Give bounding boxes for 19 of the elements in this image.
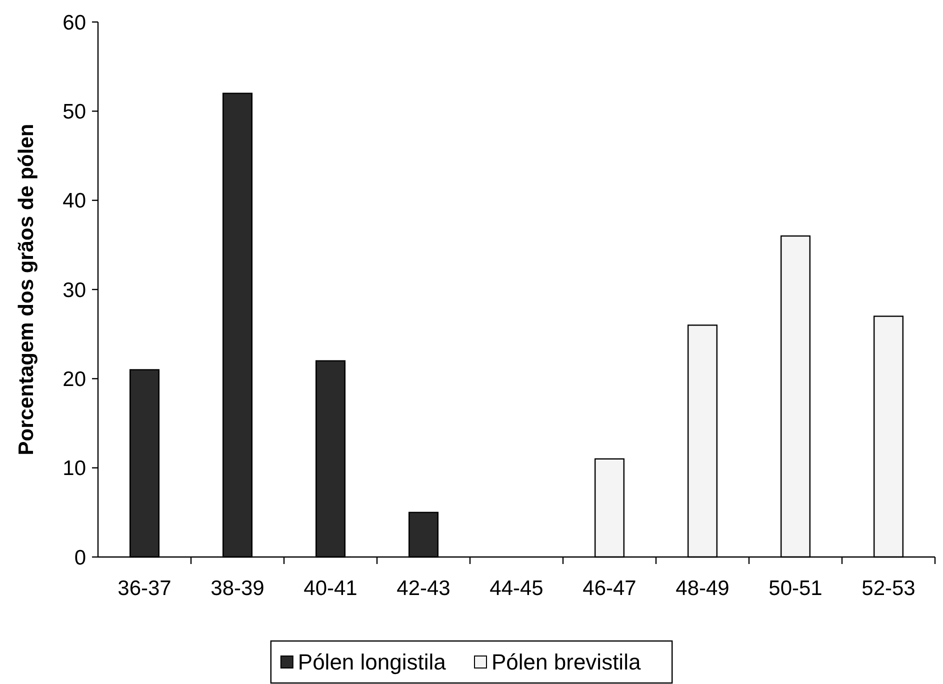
y-tick-label: 20	[62, 368, 86, 392]
y-tick-label: 50	[62, 100, 86, 124]
legend-label: Pólen longistila	[298, 650, 447, 675]
x-tick-label: 42-43	[396, 577, 450, 600]
y-tick-label: 30	[62, 278, 86, 302]
x-tick-label: 48-49	[676, 577, 730, 600]
x-tick-label: 36-37	[118, 577, 172, 600]
x-tick-label: 38-39	[210, 577, 264, 600]
y-axis-title: Porcentagem dos grãos de pólen	[15, 124, 38, 456]
x-tick-label: 46-47	[582, 577, 636, 600]
y-tick-label: 0	[74, 546, 86, 570]
x-tick-label: 40-41	[304, 577, 358, 600]
y-tick-label: 10	[62, 457, 86, 480]
x-tick-label: 44-45	[490, 577, 544, 600]
x-tick-label: 52-53	[862, 577, 916, 600]
x-tick-label: 50-51	[768, 577, 822, 600]
y-tick-label: 60	[62, 11, 86, 34]
y-tick-label: 40	[62, 190, 86, 213]
legend-label: Pólen brevistila	[492, 650, 642, 675]
